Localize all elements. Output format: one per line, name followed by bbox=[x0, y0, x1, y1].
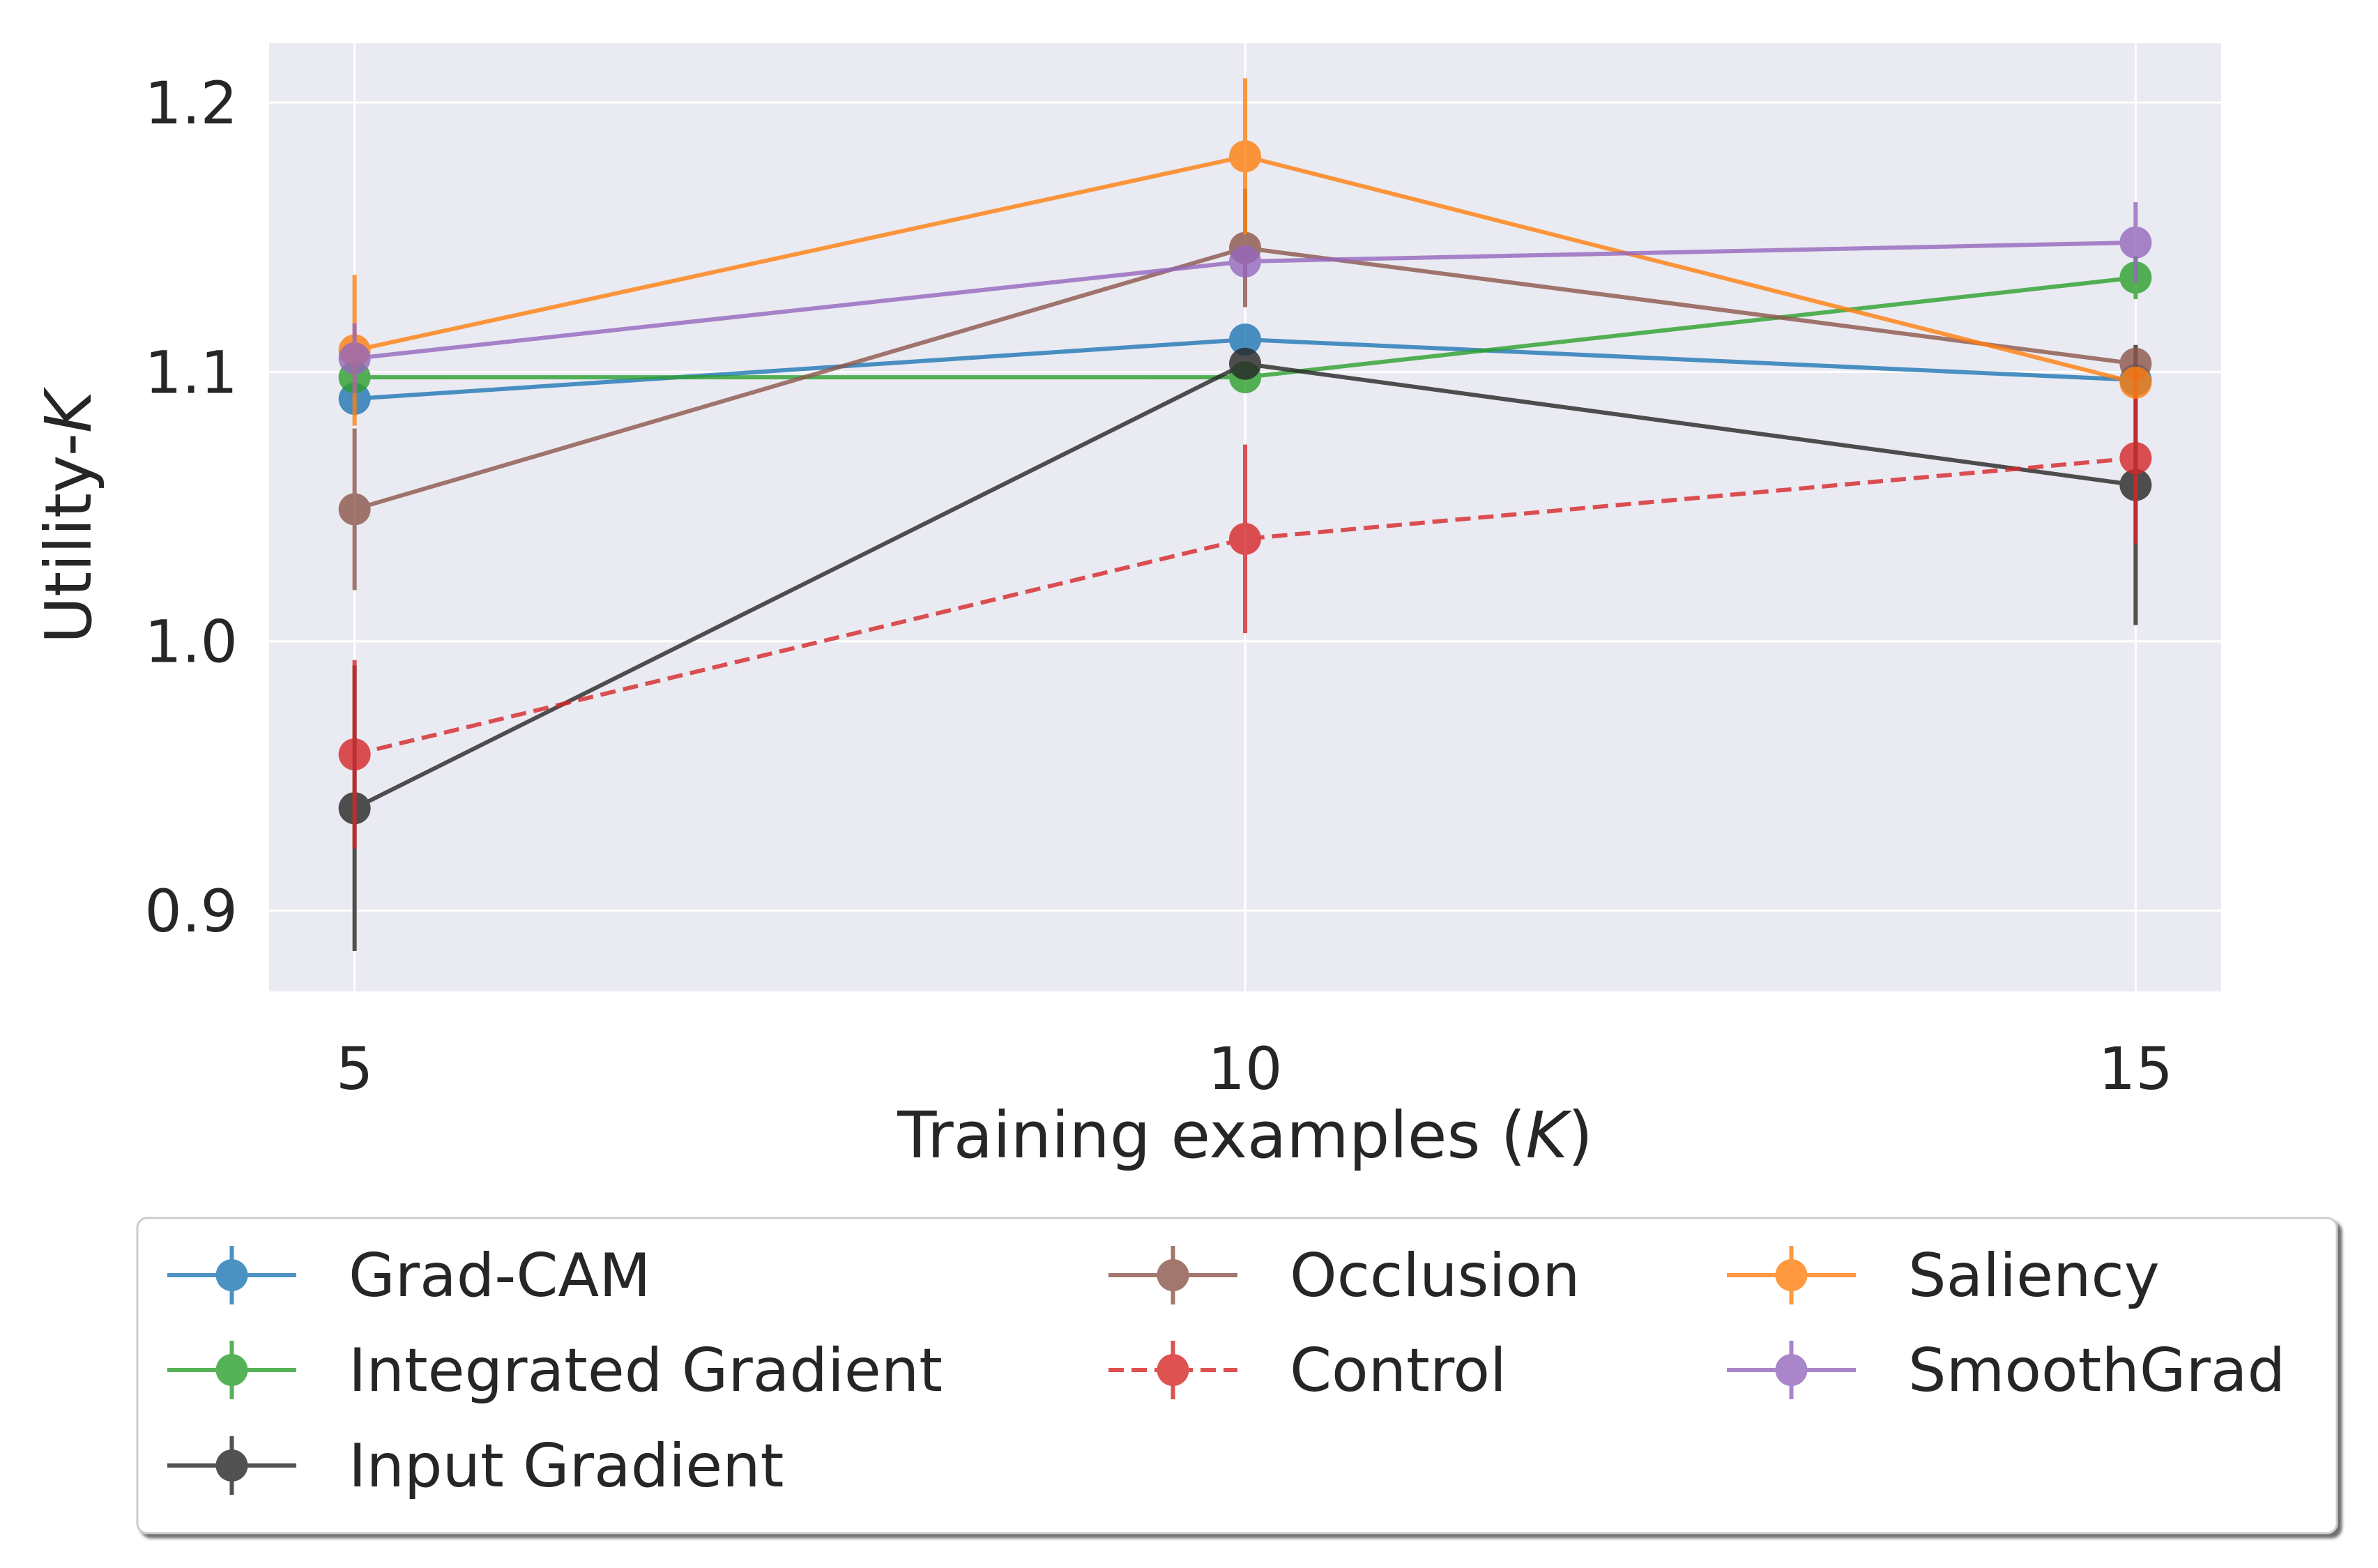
legend-frame bbox=[136, 1217, 2338, 1535]
legend-marker bbox=[1775, 1259, 1808, 1291]
y-axis-label: Utility-K bbox=[31, 386, 106, 644]
y-tick-label: 1.0 bbox=[144, 608, 238, 676]
series-layer bbox=[338, 78, 2152, 952]
series-line bbox=[353, 456, 2136, 756]
series-smoothgrad bbox=[338, 201, 2152, 394]
x-tick-label: 5 bbox=[336, 1035, 373, 1103]
legend: Grad-CAM Integrated Gradient Input Gradien… bbox=[136, 1217, 2338, 1535]
data-point bbox=[1229, 245, 1261, 277]
legend-label: SmoothGrad bbox=[1908, 1336, 2285, 1406]
y-axis-label-prefix: Utility- bbox=[31, 433, 106, 644]
x-tick-label: 15 bbox=[2098, 1035, 2173, 1103]
y-axis-label-var: K bbox=[31, 386, 106, 433]
data-point bbox=[1229, 140, 1261, 173]
y-tick-label: 1.2 bbox=[144, 69, 238, 137]
series-control bbox=[338, 372, 2152, 849]
x-tick-label: 10 bbox=[1208, 1035, 1283, 1103]
legend-item bbox=[167, 1246, 296, 1304]
data-point bbox=[1229, 324, 1261, 356]
legend-label: Occlusion bbox=[1290, 1241, 1580, 1311]
legend-marker bbox=[215, 1449, 248, 1482]
y-tick-label: 0.9 bbox=[144, 877, 238, 945]
data-point bbox=[338, 342, 371, 375]
legend-label: Integrated Gradient bbox=[349, 1336, 943, 1406]
x-axis-label-prefix: Training examples ( bbox=[897, 1098, 1525, 1173]
data-point bbox=[2119, 366, 2152, 399]
y-tick-label: 1.1 bbox=[144, 338, 238, 406]
legend-marker bbox=[1157, 1354, 1189, 1386]
legend-item bbox=[1727, 1246, 1856, 1304]
data-point bbox=[1229, 522, 1261, 555]
legend-marker bbox=[215, 1354, 248, 1386]
data-point bbox=[2119, 442, 2152, 474]
data-point bbox=[338, 493, 371, 526]
legend-item bbox=[1727, 1341, 1856, 1399]
legend-items: Grad-CAM Integrated Gradient Input Gradien… bbox=[167, 1241, 2285, 1501]
x-axis-label-suffix: ) bbox=[1568, 1098, 1593, 1173]
legend-item bbox=[167, 1436, 296, 1495]
x-axis-label: Training examples (K) bbox=[897, 1098, 1593, 1173]
legend-label: Grad-CAM bbox=[349, 1241, 650, 1311]
legend-item bbox=[167, 1341, 296, 1399]
legend-item bbox=[1108, 1341, 1237, 1399]
y-axis: 0.9 1.0 1.1 1.2 bbox=[144, 69, 238, 945]
x-axis-label-var: K bbox=[1526, 1098, 1573, 1173]
legend-item bbox=[1108, 1246, 1237, 1304]
x-axis: 5 10 15 bbox=[336, 1035, 2173, 1103]
legend-label: Control bbox=[1290, 1336, 1507, 1406]
legend-marker bbox=[1775, 1354, 1808, 1386]
legend-marker bbox=[1157, 1259, 1189, 1291]
data-point bbox=[2119, 226, 2152, 259]
legend-label: Saliency bbox=[1908, 1241, 2160, 1311]
legend-marker bbox=[215, 1259, 248, 1291]
data-point bbox=[338, 738, 371, 770]
legend-label: Input Gradient bbox=[349, 1431, 784, 1501]
data-point bbox=[1229, 347, 1261, 380]
